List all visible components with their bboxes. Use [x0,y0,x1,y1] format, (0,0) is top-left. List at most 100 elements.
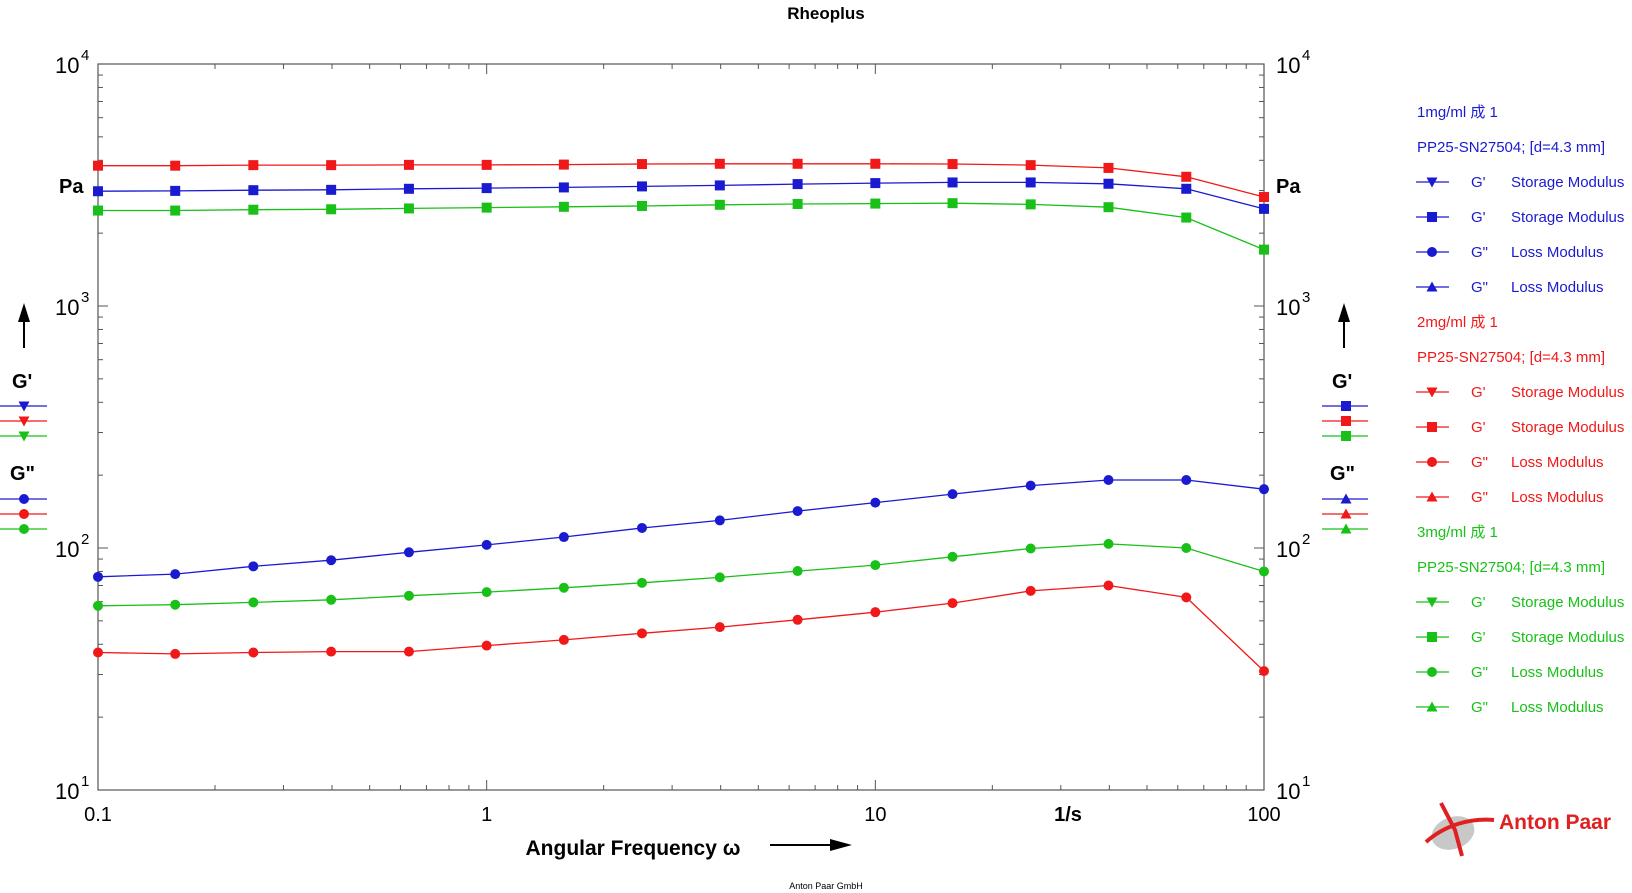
data-point [1181,592,1192,603]
key-marker [1341,431,1351,441]
legend-entry: G' Storage Modulus [1416,174,1624,191]
legend-label: Storage Modulus [1511,629,1624,646]
data-point [170,569,181,580]
tick-base: 10 [1276,537,1300,562]
legend-group-name: 1mg/ml 成 1 [1417,104,1498,121]
data-point [403,646,414,657]
data-point [326,555,337,566]
data-point [1025,543,1036,554]
chart-title: Rheoplus [787,4,864,23]
legend-quantity: G" [1471,699,1488,716]
data-point [558,532,569,543]
tick-base: 10 [55,295,79,320]
series-4 [93,580,1269,677]
key-marker [19,494,29,504]
tick-exponent: 3 [1302,289,1310,306]
data-point [558,582,569,593]
y-tick-label-right: 10 3 [1276,289,1310,320]
legend-quantity: G' [1471,384,1486,401]
data-point [1181,474,1192,485]
data-point [326,594,337,605]
data-point [792,614,803,625]
data-point [714,515,725,526]
legend-group-0: 1mg/ml 成 1 PP25-SN27504; [d=4.3 mm] G' Stor… [1416,104,1624,296]
data-point [1259,203,1269,214]
data-point [870,497,881,508]
data-point [1259,566,1269,577]
data-point [170,185,181,196]
data-point [792,179,803,190]
left-axis-gdoubleprime-label: G" [10,463,35,485]
data-point [93,205,103,216]
y-tick-label-right: 10 4 [1276,47,1310,78]
legend-quantity: G" [1471,664,1488,681]
legend-label: Loss Modulus [1511,454,1604,471]
right-axis-gdoubleprime-label: G" [1330,463,1355,485]
right-y-arrow-icon [1338,303,1350,348]
data-point [1025,199,1036,210]
data-point [403,183,414,194]
tick-exponent: 1 [81,773,89,790]
data-point [1025,160,1036,171]
series-line [97,479,1265,578]
data-point [637,628,648,639]
data-point [637,159,648,170]
y-tick-label-right: 10 2 [1276,531,1310,562]
key-marker [18,431,30,442]
series-line [97,181,1265,210]
key-marker [18,401,30,412]
legend-label: Loss Modulus [1511,244,1604,261]
legend: 1mg/ml 成 1 PP25-SN27504; [d=4.3 mm] G' Stor… [1416,104,1624,716]
data-point [792,158,803,169]
series-5 [93,538,1269,611]
legend-quantity: G' [1471,209,1486,226]
series-line [98,163,1265,198]
tick-exponent: 2 [1302,531,1310,548]
data-point [326,160,337,171]
legend-marker [1427,667,1437,677]
x-tick-labels: 0.1 1 10 100 [84,804,1281,826]
legend-group-name: 2mg/ml 成 1 [1417,314,1498,331]
data-point [481,640,492,651]
legend-entry: G' Storage Modulus [1416,594,1624,611]
data-point [93,571,103,582]
legend-marker [1427,247,1437,257]
data-point [248,185,259,196]
anton-paar-logo: Anton Paar [1424,802,1611,857]
y-tick-label-left: 10 3 [55,289,89,320]
tick-exponent: 3 [81,289,89,306]
data-point [1103,162,1114,173]
data-point [714,199,725,210]
legend-entry: G' Storage Modulus [1416,419,1624,436]
data-point [248,647,259,658]
legend-label: Storage Modulus [1511,384,1624,401]
legend-quantity: G' [1471,174,1486,191]
data-point [870,178,881,189]
data-point [1181,212,1192,223]
key-marker [19,524,29,534]
series-1 [93,158,1269,203]
data-point [1025,585,1036,596]
tick-base: 10 [1276,295,1300,320]
series-3 [93,474,1269,582]
tick-exponent: 1 [1302,773,1310,790]
data-point [1025,177,1036,188]
y-tick-label-left: 10 1 [55,773,89,804]
legend-geometry: PP25-SN27504; [d=4.3 mm] [1417,559,1605,576]
legend-marker [1426,281,1438,292]
tick-base: 10 [1276,779,1300,804]
plot-series [93,158,1269,677]
legend-quantity: G" [1471,244,1488,261]
data-point [248,204,259,215]
x-axis-label: Angular Frequency ω [526,837,741,860]
axis-symbol-keys [0,401,1368,534]
tick-exponent: 2 [81,531,89,548]
legend-label: Loss Modulus [1511,664,1604,681]
data-point [1259,192,1269,203]
legend-group-name: 3mg/ml 成 1 [1417,524,1498,541]
legend-marker [1427,212,1437,222]
data-point [947,551,958,562]
data-point [870,607,881,618]
data-point [714,158,725,169]
data-point [403,159,414,170]
